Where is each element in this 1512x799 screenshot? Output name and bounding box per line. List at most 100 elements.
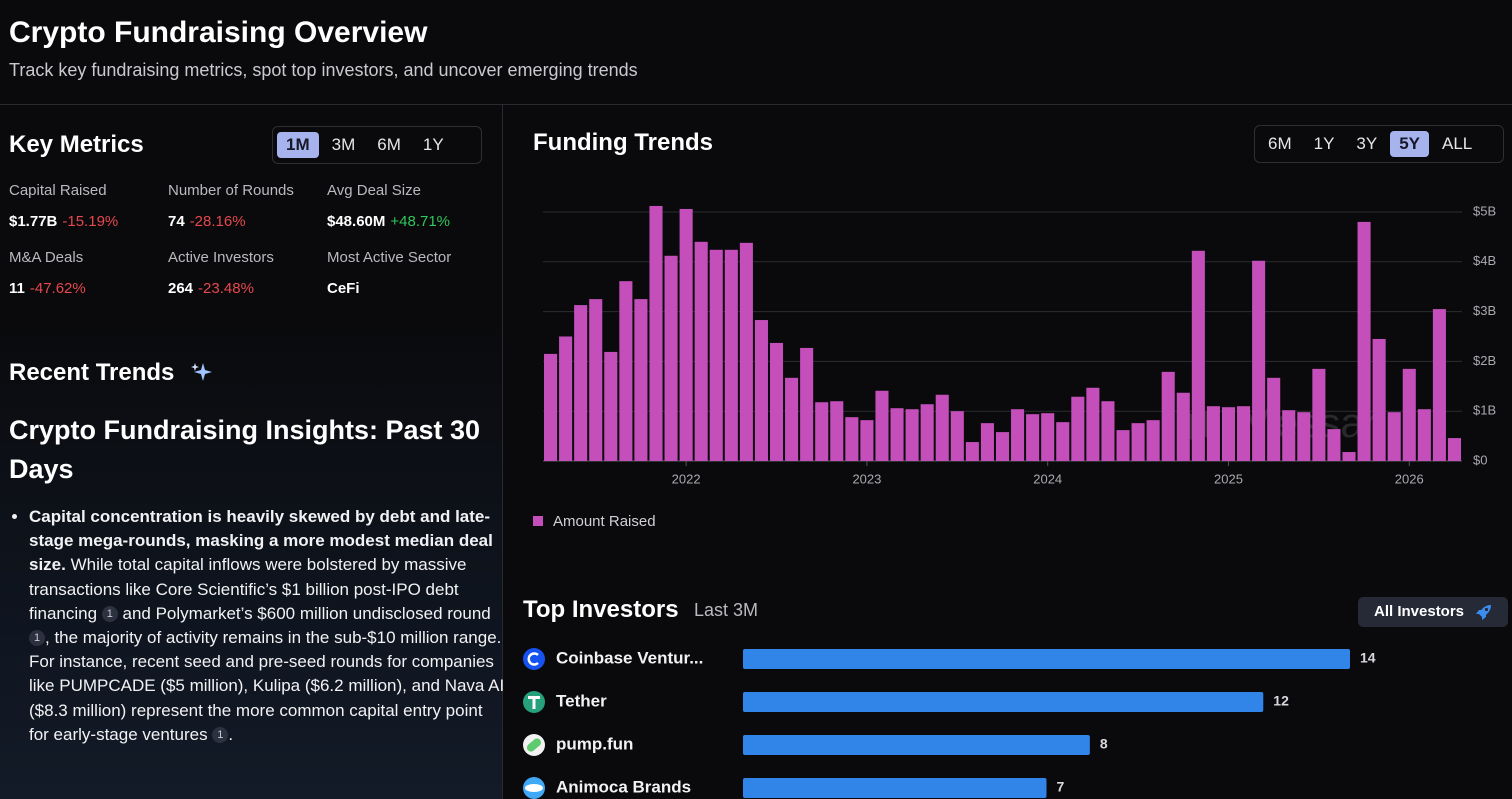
bar xyxy=(845,417,859,461)
period-tab[interactable]: 5Y xyxy=(1390,131,1430,157)
bar xyxy=(1237,406,1251,461)
bar xyxy=(935,394,949,461)
investor-icon xyxy=(526,738,542,752)
legend-swatch xyxy=(533,516,543,526)
bar xyxy=(544,353,558,461)
value-label: 8 xyxy=(1100,736,1108,752)
y-tick-label: $1B xyxy=(1473,403,1496,418)
bar xyxy=(1297,412,1311,461)
bar xyxy=(980,423,994,461)
all-investors-button[interactable]: All Investors xyxy=(1358,597,1508,627)
investor-icon xyxy=(523,734,545,756)
bar xyxy=(995,432,1010,461)
y-tick-label: $4B xyxy=(1473,253,1496,268)
period-tab[interactable]: 6M xyxy=(377,135,401,154)
metric-label: Most Active Sector xyxy=(327,249,452,266)
insight-text: , the majority of activity remains in th… xyxy=(29,628,505,744)
metric-label: M&A Deals xyxy=(9,249,84,266)
value-label: 14 xyxy=(1360,650,1376,666)
period-tab[interactable]: 6M xyxy=(1268,134,1292,153)
bar xyxy=(1252,260,1266,461)
bar xyxy=(1056,422,1070,461)
period-tab[interactable]: 1Y xyxy=(1313,134,1335,153)
investor-name: Animoca Brands xyxy=(556,777,691,796)
investor-icon xyxy=(523,648,545,670)
investor-icon xyxy=(525,784,543,792)
bar xyxy=(875,390,889,461)
metric-label: Avg Deal Size xyxy=(327,182,421,199)
x-tick-label: 2026 xyxy=(1395,471,1424,486)
investor-bar xyxy=(743,735,1090,755)
metric-change: -23.48% xyxy=(198,280,254,297)
period-tabs: 6M 1Y 3Y 5Y ALL xyxy=(1254,125,1504,163)
period-tab[interactable]: 1M xyxy=(277,132,319,158)
x-tick-label: 2022 xyxy=(672,471,701,486)
bar xyxy=(1161,371,1175,461)
bar xyxy=(634,299,648,461)
bar xyxy=(604,351,618,461)
investor-icon xyxy=(527,652,539,666)
page-subtitle: Track key fundraising metrics, spot top … xyxy=(9,60,638,80)
period-tab[interactable]: ALL xyxy=(1442,134,1473,153)
page-title: Crypto Fundraising Overview xyxy=(9,16,428,49)
investor-icon xyxy=(528,696,540,709)
divider xyxy=(0,104,1512,105)
x-tick-label: 2025 xyxy=(1214,471,1243,486)
bar xyxy=(1176,392,1190,461)
citation[interactable]: 1 xyxy=(29,630,45,647)
bar xyxy=(769,342,784,461)
bar xyxy=(1372,338,1386,461)
bar xyxy=(1011,409,1025,461)
insight-text: While total capital inflows were bolster… xyxy=(29,555,467,623)
bar xyxy=(800,347,814,461)
metric-label: Active Investors xyxy=(168,249,274,266)
citation[interactable]: 1 xyxy=(101,605,118,622)
bar xyxy=(1327,429,1341,461)
period-tabs: 1M 3M 6M 1Y xyxy=(272,126,482,164)
metric-value: 74 -28.16% xyxy=(168,213,246,231)
y-tick-label: $5B xyxy=(1473,203,1496,218)
bar xyxy=(890,408,904,461)
bar xyxy=(1131,423,1145,461)
metric-change: -15.19% xyxy=(62,213,119,230)
investor-bar xyxy=(743,649,1350,669)
bar xyxy=(815,402,829,461)
watermark: Messari xyxy=(1240,399,1387,446)
period-tab[interactable]: 1Y xyxy=(422,135,444,154)
bar xyxy=(709,249,723,461)
bar xyxy=(1206,406,1220,461)
bar xyxy=(1101,401,1115,461)
bar xyxy=(1432,309,1446,461)
bar xyxy=(1387,412,1401,461)
bar xyxy=(1402,368,1416,461)
y-tick-label: $3B xyxy=(1473,303,1496,318)
period-tab[interactable]: 3M xyxy=(331,135,356,154)
insight-list: Capital concentration is heavily skewed … xyxy=(9,505,507,747)
insight-text: and Polymarket’s $600 million undisclose… xyxy=(117,603,491,623)
bar xyxy=(694,241,708,461)
bar xyxy=(1071,396,1085,461)
section-title: Funding Trends xyxy=(533,129,713,156)
insight-text: . xyxy=(228,724,234,744)
bar xyxy=(724,249,738,461)
metric-number: CeFi xyxy=(327,280,360,297)
watermark-logo xyxy=(1182,406,1214,444)
citation[interactable]: 1 xyxy=(212,726,229,743)
bar xyxy=(1026,414,1040,461)
metric-change: +48.71% xyxy=(390,213,451,230)
period-tab[interactable]: 3Y xyxy=(1356,134,1378,153)
bar xyxy=(920,404,934,461)
metric-value: CeFi xyxy=(327,280,360,298)
bar xyxy=(950,411,964,461)
bar xyxy=(574,305,588,461)
section-title: Top Investors xyxy=(523,596,679,623)
metric-number: 264 xyxy=(168,280,194,297)
bar xyxy=(589,299,603,461)
bar xyxy=(1086,387,1100,461)
metric-value: 264 -23.48% xyxy=(168,280,254,298)
metric-change: -47.62% xyxy=(29,280,86,297)
rocket-icon xyxy=(1476,605,1491,620)
bar xyxy=(739,242,753,461)
bar xyxy=(754,320,768,461)
divider xyxy=(502,105,503,799)
